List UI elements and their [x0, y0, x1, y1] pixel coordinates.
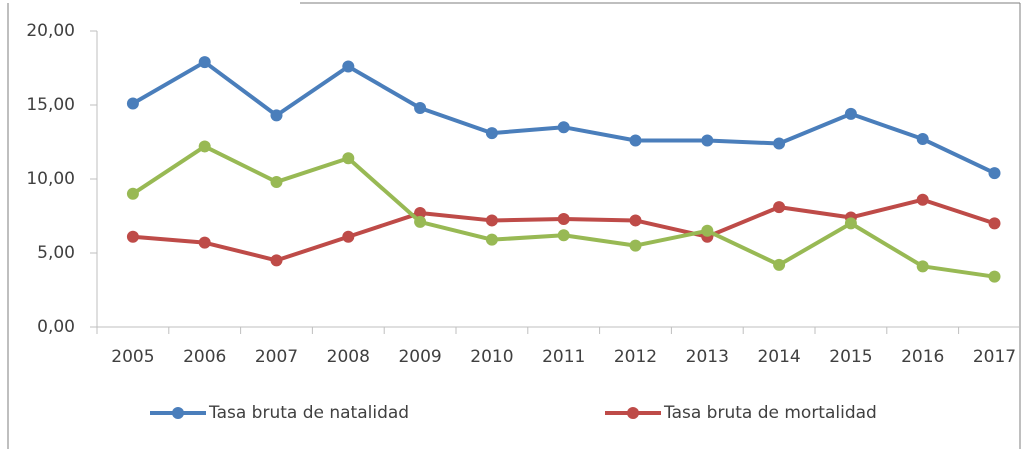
- point: [701, 134, 714, 147]
- x-tick-label: 2015: [829, 347, 872, 367]
- legend-label: Tasa bruta de mortalidad: [663, 403, 877, 423]
- y-tick-label: 15,00: [26, 95, 75, 115]
- x-tick-label: 2009: [398, 347, 441, 367]
- point: [629, 239, 642, 252]
- legend-marker: [172, 407, 184, 419]
- x-tick-label: 2012: [614, 347, 657, 367]
- point: [414, 215, 427, 228]
- legend-label: Tasa bruta de natalidad: [208, 403, 409, 423]
- x-tick-label: 2017: [973, 347, 1016, 367]
- x-tick-label: 2006: [183, 347, 226, 367]
- series-line: [131, 60, 996, 175]
- point: [988, 167, 1001, 180]
- x-tick-label: 2008: [327, 347, 370, 367]
- point: [198, 140, 211, 153]
- x-tick-label: 2013: [686, 347, 729, 367]
- point: [414, 101, 427, 114]
- point: [342, 60, 355, 73]
- y-tick-label: 10,00: [26, 169, 75, 189]
- point: [844, 107, 857, 120]
- x-tick-label: 2005: [111, 347, 154, 367]
- point: [270, 254, 283, 267]
- point: [916, 260, 929, 273]
- y-tick-label: 0,00: [37, 317, 75, 337]
- point: [557, 212, 570, 225]
- point: [270, 175, 283, 188]
- x-tick-label: 2014: [757, 347, 800, 367]
- point: [844, 217, 857, 230]
- point: [198, 236, 211, 249]
- x-tick-label: 2011: [542, 347, 585, 367]
- point: [126, 97, 139, 110]
- point: [342, 152, 355, 165]
- y-tick-label: 20,00: [26, 21, 75, 41]
- point: [126, 230, 139, 243]
- point: [198, 56, 211, 69]
- point: [701, 224, 714, 237]
- point: [557, 229, 570, 242]
- point: [773, 201, 786, 214]
- legend-marker: [627, 407, 639, 419]
- y-tick-label: 5,00: [37, 243, 75, 263]
- point: [773, 137, 786, 150]
- point: [916, 133, 929, 146]
- point: [557, 121, 570, 134]
- point: [485, 127, 498, 140]
- x-tick-label: 2007: [255, 347, 298, 367]
- point: [629, 214, 642, 227]
- point: [773, 258, 786, 271]
- point: [270, 109, 283, 122]
- point: [916, 193, 929, 206]
- point: [126, 187, 139, 200]
- point: [485, 233, 498, 246]
- point: [988, 217, 1001, 230]
- point: [342, 230, 355, 243]
- x-tick-label: 2016: [901, 347, 944, 367]
- point: [485, 214, 498, 227]
- point: [988, 270, 1001, 283]
- x-tick-label: 2010: [470, 347, 513, 367]
- point: [414, 207, 427, 220]
- point: [629, 134, 642, 147]
